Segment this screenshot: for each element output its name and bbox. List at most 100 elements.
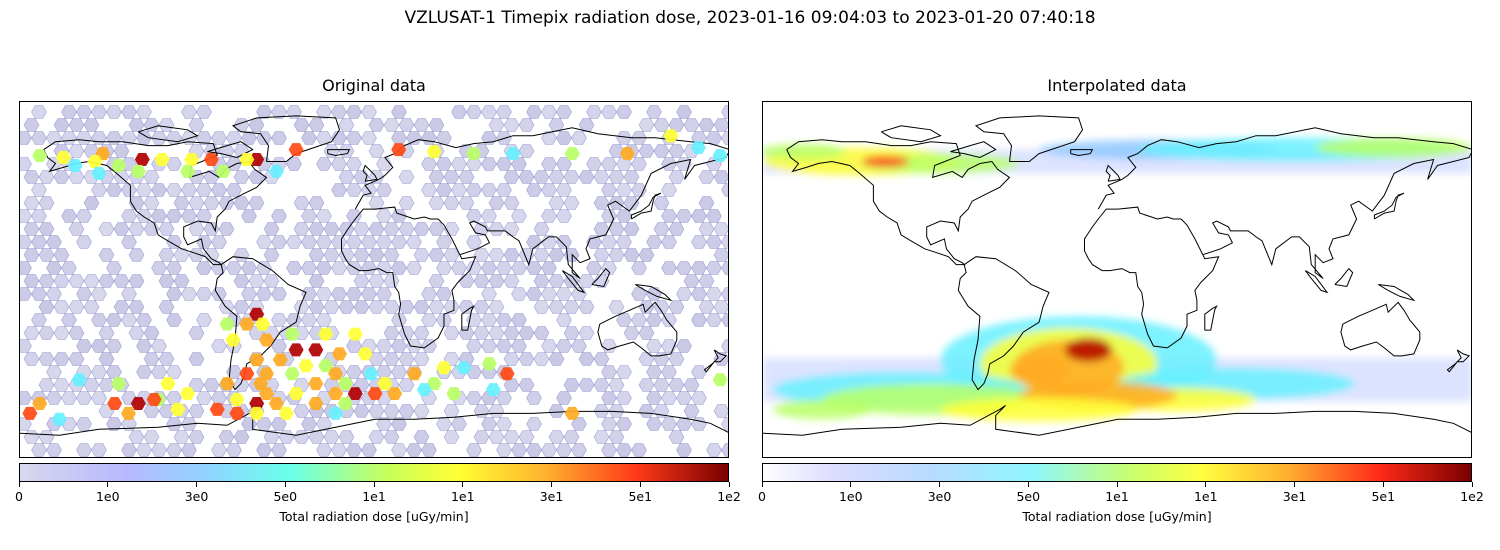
- hex-cell: [638, 352, 655, 366]
- hex-cell: [488, 326, 505, 340]
- hex-cell: [421, 443, 437, 457]
- hex-cell: [196, 391, 212, 405]
- hex-cell: [20, 287, 32, 301]
- hex-cell: [481, 209, 497, 223]
- hex-cell: [151, 261, 167, 275]
- hex-cell: [413, 248, 430, 262]
- hex-cell: [548, 118, 565, 132]
- hex-cell-elevated: [91, 166, 107, 180]
- hex-cell: [706, 443, 722, 457]
- colorbar-tick-label: 1e1: [362, 489, 386, 504]
- hex-cell: [481, 157, 497, 171]
- hex-cell: [556, 183, 572, 197]
- hex-cell: [578, 274, 595, 288]
- coastline: [974, 115, 1084, 162]
- hex-cell: [623, 248, 640, 262]
- coastline: [1070, 149, 1094, 157]
- hex-cell: [653, 196, 670, 210]
- hex-cell: [256, 235, 272, 249]
- hex-cell: [421, 157, 437, 171]
- hex-cell: [691, 261, 707, 275]
- hex-cell: [668, 430, 685, 444]
- hex-cell: [436, 131, 452, 145]
- hex-cell: [128, 248, 145, 262]
- hex-cell: [143, 352, 160, 366]
- hex-cell: [413, 404, 430, 418]
- dose-region: [763, 143, 846, 160]
- hex-cell: [616, 365, 632, 379]
- hex-cell: [173, 248, 190, 262]
- hex-cell: [188, 352, 205, 366]
- hex-cell: [496, 313, 512, 327]
- hex-cell: [376, 417, 392, 431]
- hex-cell: [271, 287, 287, 301]
- hex-cell: [466, 209, 482, 223]
- hex-cell: [166, 313, 182, 327]
- coastline: [1304, 270, 1329, 294]
- hex-cell: [61, 131, 77, 145]
- hex-cell: [398, 352, 415, 366]
- hex-cell: [473, 274, 490, 288]
- hex-cell-elevated: [107, 397, 123, 410]
- hex-cell: [68, 326, 85, 340]
- hex-cell: [68, 300, 85, 314]
- hex-cell: [676, 261, 692, 275]
- hex-cell: [428, 274, 445, 288]
- coastline: [561, 270, 586, 294]
- hex-cell: [653, 144, 670, 158]
- hex-cell: [256, 417, 272, 431]
- hex-cell: [316, 105, 332, 119]
- hex-cell: [383, 326, 400, 340]
- hex-cell: [98, 274, 115, 288]
- hex-cell: [203, 196, 220, 210]
- hex-cell: [301, 209, 317, 223]
- hex-cell: [586, 261, 602, 275]
- hex-cell: [346, 443, 362, 457]
- hex-cell: [143, 430, 160, 444]
- hex-cell: [721, 105, 728, 119]
- coastline: [461, 305, 475, 331]
- hex-cell: [578, 300, 595, 314]
- hex-cell: [31, 235, 47, 249]
- hex-cell: [706, 287, 722, 301]
- hex-cell: [488, 404, 505, 418]
- hex-cell: [308, 196, 325, 210]
- hex-cell: [106, 105, 122, 119]
- hex-cell: [488, 118, 505, 132]
- colorbar-tick-label: 5e1: [1371, 489, 1396, 504]
- map-original[interactable]: [19, 101, 729, 458]
- hex-cell: [466, 339, 482, 353]
- hex-cell: [136, 339, 152, 353]
- hex-cell: [20, 339, 32, 353]
- hex-cell: [458, 326, 475, 340]
- hex-cell: [91, 131, 107, 145]
- hex-cell-elevated: [663, 129, 679, 143]
- colorbar-tick-label: 1e1: [1105, 489, 1129, 504]
- hex-cell: [188, 196, 205, 210]
- coastline: [327, 149, 351, 157]
- hex-cell: [398, 118, 415, 132]
- hex-cell: [121, 443, 137, 457]
- hex-cell: [158, 118, 175, 132]
- hex-cell: [113, 300, 130, 314]
- hex-cell-elevated: [284, 367, 300, 381]
- colorbar-tick: [850, 482, 852, 487]
- colorbar-tick: [107, 482, 109, 487]
- hex-cell: [38, 352, 55, 366]
- map-interpolated[interactable]: [762, 101, 1472, 458]
- hex-cell: [136, 105, 152, 119]
- colorbar-tick: [1027, 482, 1029, 487]
- hex-cell: [316, 235, 332, 249]
- hex-cell: [353, 404, 370, 418]
- hex-cell-elevated: [272, 353, 288, 367]
- hex-cell: [121, 105, 137, 119]
- hex-cell: [263, 274, 280, 288]
- hex-cell: [301, 131, 317, 145]
- hex-cell: [151, 339, 167, 353]
- hex-cell: [248, 274, 265, 288]
- hex-cell: [316, 157, 332, 171]
- hex-cell: [676, 339, 692, 353]
- hex-cell: [563, 326, 580, 340]
- hex-cell: [53, 118, 70, 132]
- hex-cell: [526, 443, 542, 457]
